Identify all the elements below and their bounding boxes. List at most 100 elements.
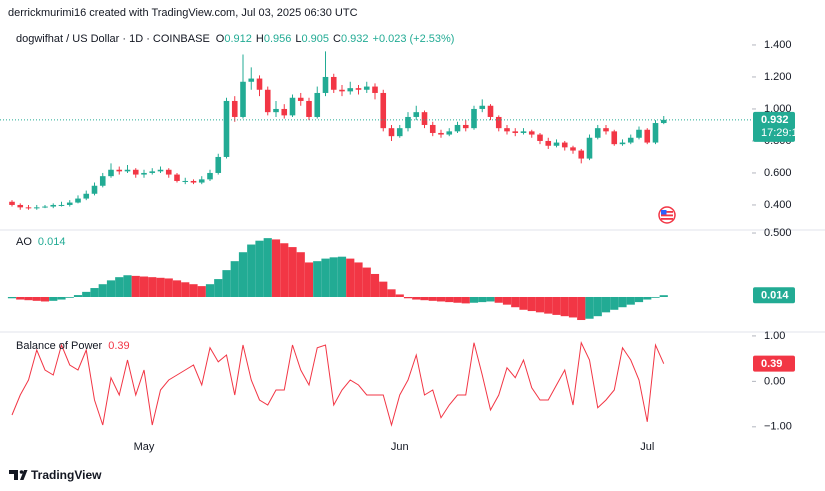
ao-bar: [519, 296, 528, 310]
ao-bar: [568, 296, 578, 318]
candle-body: [116, 169, 123, 172]
candle-body: [446, 131, 453, 135]
candle-body: [91, 185, 98, 194]
candle-body: [190, 180, 197, 183]
ao-bar: [205, 284, 215, 297]
candle-body: [50, 204, 57, 207]
ao-bar: [634, 296, 644, 303]
y-tick-label: 0.00: [764, 375, 785, 387]
ao-bar: [618, 296, 627, 308]
candle-body: [165, 169, 172, 175]
bop-line: [11, 340, 665, 427]
ao-bar: [643, 296, 652, 300]
candle-body: [578, 150, 585, 159]
ao-bar: [329, 257, 338, 297]
candle-body: [619, 142, 626, 145]
ao-bar: [387, 289, 396, 297]
ohlc-key: O: [216, 33, 225, 45]
ao-bar: [98, 284, 107, 297]
ao-bar: [148, 277, 157, 297]
candle-body: [561, 142, 568, 148]
x-tick-label: Jul: [640, 441, 654, 453]
candle-body: [537, 134, 543, 141]
ao-bar: [494, 296, 503, 303]
candle-body: [487, 105, 494, 117]
ao-bar: [7, 296, 17, 299]
ao-bar: [486, 296, 495, 302]
candle-body: [413, 112, 420, 117]
candle-body: [636, 129, 642, 138]
ao-bar: [40, 296, 50, 302]
ao-bar: [321, 258, 330, 297]
ao-bar: [73, 295, 83, 297]
candle-body: [198, 179, 205, 183]
candle-body: [289, 97, 296, 116]
x-tick-label: Jun: [391, 441, 409, 453]
ao-bar: [255, 240, 264, 297]
ao-bar: [585, 296, 594, 319]
candle-body: [603, 128, 609, 132]
candle-body: [182, 180, 189, 182]
ao-bar: [601, 296, 611, 313]
ao-bar: [32, 296, 41, 301]
ao-legend: AO 0.014: [16, 236, 65, 248]
ao-bar: [651, 296, 660, 298]
candle-body: [429, 124, 436, 133]
ao-bar: [428, 296, 437, 301]
y-tick-label: 1.200: [764, 71, 792, 83]
ao-bar: [90, 288, 99, 297]
ao-bar: [346, 258, 355, 297]
candle-body: [207, 172, 213, 180]
candle-body: [25, 207, 32, 209]
candle-body: [652, 123, 659, 143]
brand-logo: [9, 470, 28, 480]
candle-body: [132, 169, 139, 175]
candle-body: [421, 112, 428, 125]
candle-body: [42, 206, 48, 208]
y-tick-label: 1.400: [764, 39, 792, 51]
candle-body: [355, 88, 362, 90]
candle-body: [157, 169, 164, 172]
ao-bar: [123, 275, 132, 297]
ao-value-label: 0.014: [761, 290, 789, 302]
indicator-title: AO: [16, 236, 32, 248]
candle-body: [248, 78, 255, 82]
ao-bar: [197, 286, 206, 297]
candle-body: [281, 108, 288, 116]
candle-body: [611, 131, 618, 145]
candle-body: [586, 137, 593, 159]
candle-body: [66, 202, 73, 205]
ao-bar: [271, 239, 281, 297]
candle-body: [99, 176, 106, 186]
price-legend: dogwifhat / US Dollar · 1D · COINBASE O0.…: [16, 33, 454, 45]
candle-body: [330, 76, 337, 90]
candle-body: [141, 172, 147, 175]
candle-body: [256, 78, 263, 90]
y-tick-label: 0.400: [764, 199, 792, 211]
brand-name: TradingView: [31, 468, 102, 482]
candle-body: [297, 97, 304, 101]
ao-bar: [502, 296, 512, 305]
candle-body: [570, 147, 576, 151]
ao-bar: [82, 291, 91, 297]
candle-body: [264, 89, 271, 113]
ao-bar: [296, 252, 305, 297]
candle-body: [363, 86, 370, 90]
attribution: derrickmurimi16 created with TradingView…: [8, 7, 358, 19]
x-tick-label: May: [134, 441, 155, 453]
ao-bar: [436, 296, 446, 302]
candle-body: [388, 128, 395, 137]
ao-bar: [511, 296, 520, 308]
candle-body: [75, 198, 81, 203]
candle-body: [9, 201, 15, 205]
ao-bar: [49, 296, 58, 301]
ao-bar: [139, 276, 149, 297]
indicator-title: Balance of Power: [16, 340, 103, 352]
ohlc-value: 0.905: [302, 33, 330, 45]
candle-body: [454, 124, 461, 132]
ao-bar: [354, 262, 363, 297]
ao-bar: [478, 296, 487, 303]
ohlc-value: 0.932: [341, 33, 369, 45]
candle-body: [545, 140, 552, 146]
